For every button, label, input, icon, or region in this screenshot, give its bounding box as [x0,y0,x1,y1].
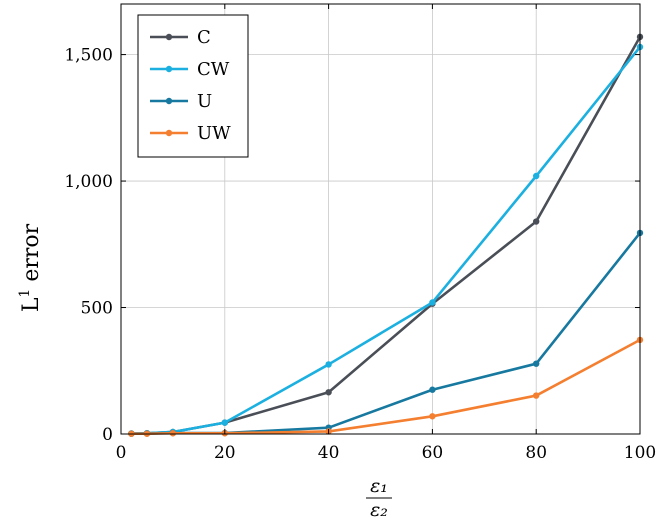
legend-label: C [197,27,211,48]
x-axis-label-numerator: ε₁ [370,475,388,497]
y-axis-label-superscript: 1 [17,289,33,298]
x-axis-label: ε₁ ε₂ [366,475,392,521]
legend-item-uw: UW [150,123,231,144]
legend-swatch-marker [165,97,173,105]
legend-swatch-marker [165,33,173,41]
plot-frame [120,3,641,435]
series-u [128,229,644,437]
data-point-c [325,389,332,396]
x-axis-label-denominator: ε₂ [370,499,388,521]
x-tick-label: 100 [624,443,656,463]
data-point-uw [533,392,540,399]
x-tick-label: 60 [422,443,444,463]
data-point-uw [429,413,436,420]
legend: C CW U UW [137,14,249,158]
series-uw [128,336,644,437]
legend-item-cw: CW [150,59,230,80]
x-tick-label: 80 [525,443,547,463]
data-point-cw [429,299,436,306]
legend-label: CW [197,59,230,80]
legend-item-c: C [150,27,211,48]
ticks: 0 20 40 60 80 100 0 500 1,000 1,500 [64,4,656,463]
legend-item-u: U [150,91,212,112]
data-point-cw [221,419,228,426]
x-tick-label: 20 [214,443,236,463]
legend-label: UW [197,123,231,144]
y-axis-label-rest: error [19,223,44,288]
series-line-u [131,232,642,436]
data-point-u [429,386,436,393]
legend-label: U [197,91,212,112]
data-point-u [533,360,540,367]
x-tick-label: 40 [318,443,340,463]
y-axis-label: L1 error [17,223,44,312]
legend-swatch-marker [165,129,173,137]
data-point-cw [533,172,540,180]
y-tick-label: 1,500 [64,46,113,66]
x-tick-label: 0 [116,443,127,463]
y-tick-label: 1,000 [64,172,113,192]
y-tick-label: 500 [81,299,113,319]
y-tick-label: 0 [102,425,113,445]
data-point-c [533,218,540,225]
legend-swatch-marker [165,65,173,73]
series-line-uw [131,338,641,436]
data-point-cw [325,361,332,368]
data-point-uw [169,430,177,437]
